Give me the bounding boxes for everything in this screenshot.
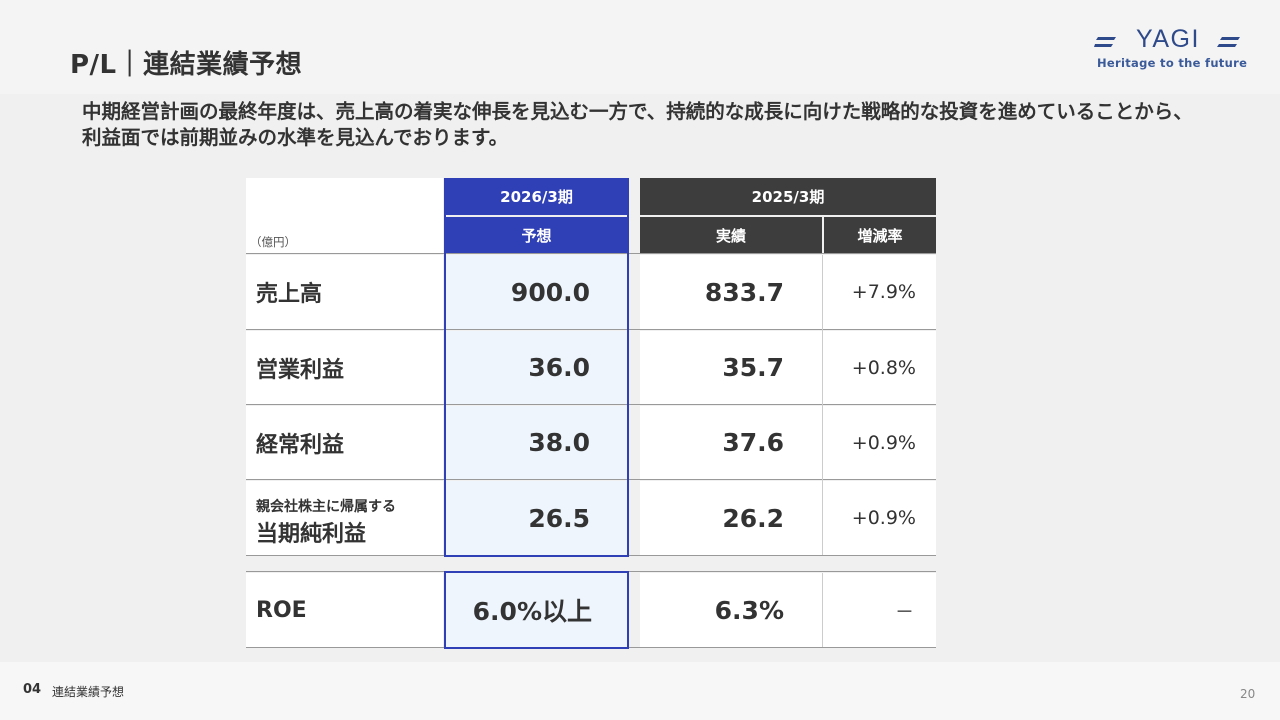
row-divider [246,647,936,648]
column-divider [822,573,823,647]
column-divider [822,255,823,555]
row-label-sales: 売上高 [246,255,443,329]
change-label-header: 増減率 [824,217,936,254]
forecast-value-operating-profit: 36.0 [445,331,628,404]
forecast-period-header: 2026/3期 [445,178,628,215]
row-label-operating-profit: 営業利益 [246,331,443,404]
change-value-sales: +7.9% [822,255,936,329]
lead-text: 中期経営計画の最終年度は、売上高の着実な伸長を見込む一方で、持続的な成長に向けた… [82,100,1193,149]
page-number: 20 [1240,687,1256,701]
row-divider [246,253,936,254]
forecast-value-sales: 900.0 [445,255,628,329]
row-divider [246,571,936,572]
logo-tagline: Heritage to the future [1097,56,1248,70]
row-divider [246,404,936,405]
row-label-ordinary-profit: 経常利益 [246,406,443,479]
change-value-roe: － [822,573,936,647]
row-divider [246,329,936,330]
change-value-ordinary-profit: +0.9% [822,406,936,479]
section-number: 04 [23,682,42,697]
yagi-logo: YAGI [1094,25,1240,53]
change-value-net-income: +0.9% [822,481,936,555]
change-value-operating-profit: +0.8% [822,331,936,404]
row-label-net-income: 当期純利益 [256,522,367,547]
footer-band [0,662,1280,720]
unit-label: （億円） [250,235,296,249]
forecast-value-net-income: 26.5 [445,481,628,555]
row-label-net-income-prefix: 親会社株主に帰属する [256,499,396,515]
forecast-label-header: 予想 [445,217,628,254]
row-divider [246,479,936,480]
actual-label-header: 実績 [640,217,822,254]
header-band [0,0,1280,94]
actual-value-ordinary-profit: 37.6 [640,406,822,479]
forecast-value-roe: 6.0%以上 [445,573,628,647]
unit-header-cell [246,178,443,254]
forecast-value-ordinary-profit: 38.0 [445,406,628,479]
row-label-net-income-cell [246,481,443,555]
actual-value-operating-profit: 35.7 [640,331,822,404]
actual-value-net-income: 26.2 [640,481,822,555]
actual-value-sales: 833.7 [640,255,822,329]
actual-period-header: 2025/3期 [640,178,936,215]
row-divider [246,555,936,556]
logo-wordmark: YAGI [1136,25,1200,53]
actual-value-roe: 6.3% [640,573,822,647]
row-label-roe: ROE [246,573,443,647]
section-label: 連結業績予想 [52,685,125,699]
page-title: P/L｜連結業績予想 [70,50,303,80]
